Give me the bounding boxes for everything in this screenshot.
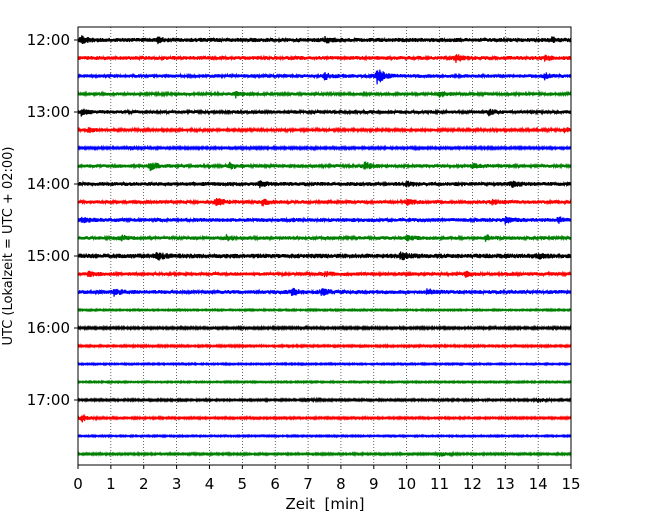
trace-1645	[77, 379, 572, 385]
y-tick-label: 13:00	[27, 103, 70, 121]
x-axis-title: Zeit [min]	[285, 495, 364, 513]
trace-1400	[77, 180, 572, 189]
trace-1330	[77, 144, 572, 152]
trace-1715	[77, 414, 572, 423]
x-tick-label: 6	[270, 475, 280, 493]
x-tick-label: 4	[205, 475, 215, 493]
trace-1515	[77, 270, 572, 278]
trace-1215	[77, 54, 572, 64]
y-tick-label: 17:00	[27, 391, 70, 409]
y-tick-label: 16:00	[27, 319, 70, 337]
trace-1600	[77, 324, 572, 332]
trace-1245	[77, 90, 572, 99]
x-tick-label: 15	[561, 475, 580, 493]
trace-1430	[77, 216, 572, 225]
x-tick-label: 11	[430, 475, 449, 493]
grid-lines	[110, 27, 539, 465]
trace-1545	[77, 307, 572, 313]
trace-1345	[77, 161, 572, 172]
plot-frame	[77, 26, 572, 466]
x-axis: 0 1 2 3 4 5 6 7 8 9 10 11 12 13 14 15	[73, 465, 581, 493]
trace-1445	[77, 234, 572, 242]
x-tick-label: 12	[463, 475, 482, 493]
trace-1230	[77, 69, 572, 85]
trace-1415	[77, 198, 572, 207]
x-tick-label: 3	[172, 475, 182, 493]
x-tick-label: 7	[303, 475, 313, 493]
trace-1630	[77, 361, 572, 367]
trace-1745	[77, 450, 572, 458]
y-axis: 12:00 13:00 14:00 15:00 16:00 17:00	[27, 31, 78, 409]
y-tick-label: 14:00	[27, 175, 70, 193]
y-axis-title: UTC (Lokalzeit = UTC + 02:00)	[1, 147, 16, 346]
x-tick-label: 9	[369, 475, 379, 493]
trace-1200	[77, 35, 572, 45]
y-tick-label: 12:00	[27, 31, 70, 49]
x-tick-label: 8	[336, 475, 346, 493]
trace-1500	[77, 251, 572, 261]
x-tick-label: 14	[529, 475, 548, 493]
trace-1730	[77, 433, 572, 439]
x-tick-label: 1	[106, 475, 116, 493]
trace-1300	[77, 108, 572, 117]
x-tick-label: 10	[397, 475, 416, 493]
trace-1615	[77, 342, 572, 349]
x-tick-label: 2	[139, 475, 149, 493]
x-tick-label: 13	[496, 475, 515, 493]
trace-1315	[77, 126, 572, 134]
trace-1530	[77, 287, 572, 297]
trace-1700	[77, 396, 572, 404]
y-tick-label: 15:00	[27, 247, 70, 265]
plot-background	[78, 27, 571, 465]
traces	[77, 35, 572, 458]
x-tick-label: 0	[73, 475, 83, 493]
x-tick-label: 5	[238, 475, 248, 493]
